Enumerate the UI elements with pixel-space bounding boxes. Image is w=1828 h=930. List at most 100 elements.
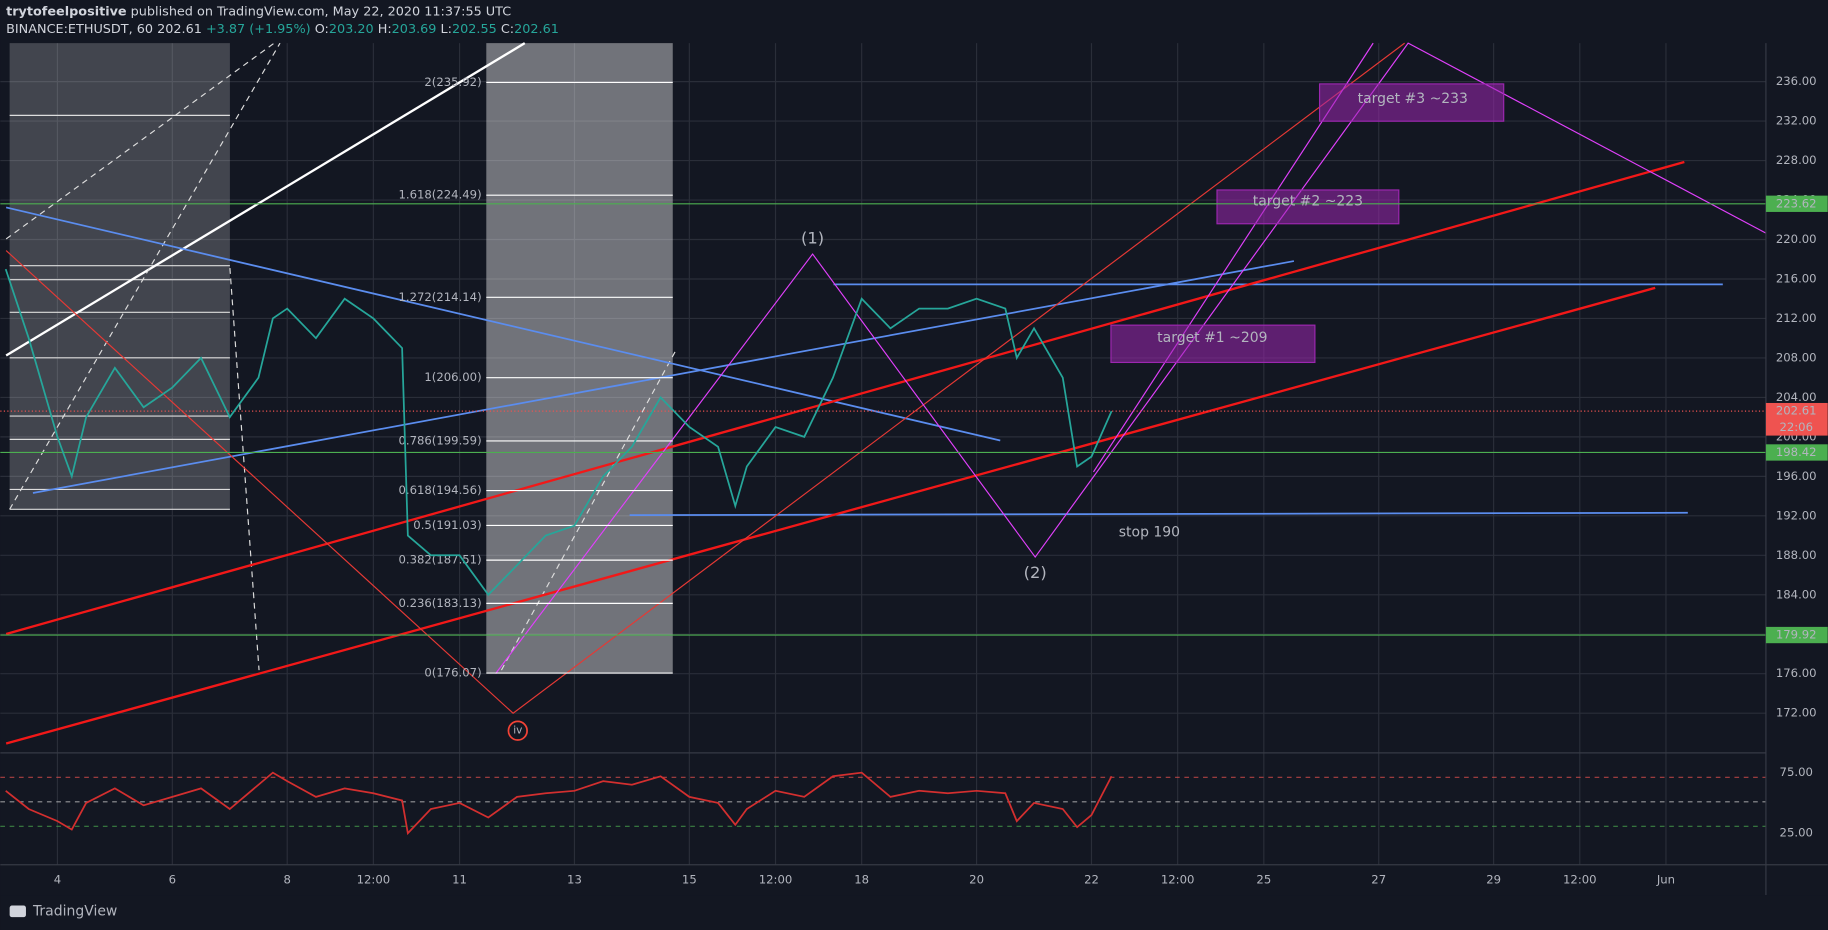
x-tick-label: 6 [169, 872, 176, 886]
x-tick-label: 12:00 [1161, 872, 1195, 886]
level-tag [1765, 626, 1828, 644]
x-tick-label: 27 [1371, 872, 1386, 886]
x-tick-label: 25 [1256, 872, 1271, 886]
countdown: 22:06 [1779, 420, 1813, 434]
annotation: target #2 ~223 [1253, 194, 1363, 210]
l-label: L: [441, 22, 452, 37]
symbol-line: BINANCE:ETHUSDT, 60 202.61 +3.87 (+1.95%… [6, 22, 559, 37]
y-tick-label: 232.00 [1776, 114, 1817, 128]
wave-line [495, 42, 1767, 674]
x-tick-label: 22 [1084, 872, 1099, 886]
header-line: trytofeelpositive published on TradingVi… [6, 4, 511, 19]
x-tick-label: 8 [284, 872, 291, 886]
annotation: target #1 ~209 [1157, 330, 1267, 346]
h-label: H: [378, 22, 392, 37]
trend-line [229, 268, 260, 671]
y-tick-label: 216.00 [1776, 271, 1817, 285]
level-label: 223.62 [1776, 196, 1817, 210]
fib-label: 2(235.92) [424, 75, 481, 89]
x-tick-label: 15 [682, 872, 697, 886]
y-tick-label: 236.00 [1776, 74, 1817, 88]
price-line [4, 268, 1113, 597]
x-tick-label: 4 [54, 872, 61, 886]
o: 203.20 [329, 22, 374, 37]
y-tick-label: 208.00 [1776, 350, 1817, 364]
channel-line [5, 160, 1685, 636]
target-box [1318, 83, 1505, 122]
x-tick-label: 20 [969, 872, 984, 886]
y-tick-label: 220.00 [1776, 232, 1817, 246]
level-label: 179.92 [1776, 628, 1817, 642]
fib-label: 1.618(224.49) [398, 188, 481, 202]
trend-line [5, 42, 275, 240]
fib-label: 1.272(214.14) [398, 290, 481, 304]
footer-brand: TradingView [32, 903, 117, 919]
change: +3.87 (+1.95%) [206, 22, 311, 37]
x-tick-label: 18 [854, 872, 869, 886]
iv-marker [507, 720, 528, 741]
x-tick-label: 29 [1486, 872, 1501, 886]
level-tag [1765, 195, 1828, 212]
y-tick-label: 228.00 [1776, 153, 1817, 167]
c: 202.61 [514, 22, 559, 37]
x-tick-label: 12:00 [1563, 872, 1597, 886]
last: 202.61 [157, 22, 202, 37]
last-price-label: 202.61 [1776, 404, 1817, 418]
x-tick-label: Jun [1656, 872, 1675, 886]
v-line [5, 42, 1405, 714]
o-label: O: [315, 22, 329, 37]
y-tick-label: 25.00 [1780, 826, 1813, 840]
series [4, 268, 1113, 836]
y-tick-label: 184.00 [1776, 587, 1817, 601]
range-lines [9, 114, 230, 510]
y-tick-label: 204.00 [1776, 390, 1817, 404]
trend-line [32, 260, 1295, 494]
annotation: target #3 ~233 [1358, 91, 1468, 107]
annotation: (1) [801, 228, 824, 247]
level-tag [1765, 444, 1828, 461]
l: 202.55 [452, 22, 497, 37]
fib-label: 0(176.07) [424, 666, 481, 680]
y-tick-label: 172.00 [1776, 706, 1817, 720]
drawings: 2(235.92) 1.618(224.49) 1.272(214.14) 1(206… [0, 42, 1767, 745]
y-tick-label: 196.00 [1776, 469, 1817, 483]
author: trytofeelpositive [6, 4, 127, 19]
trend-line [500, 349, 677, 671]
x-tick-label: 12:00 [357, 872, 391, 886]
fib-label: 0.618(194.56) [398, 483, 481, 497]
grid [0, 43, 1766, 865]
target-box [1110, 324, 1316, 364]
logo [9, 905, 26, 918]
h: 203.69 [392, 22, 437, 37]
fib-label: 1(206.00) [424, 370, 481, 384]
fib-label: 0.5(191.03) [413, 518, 481, 532]
fib-label: 0.786(199.59) [398, 433, 481, 447]
x-tick-label: 13 [567, 872, 582, 886]
target-box [1216, 189, 1400, 225]
symbol: BINANCE:ETHUSDT, 60 [6, 22, 153, 37]
y-tick-label: 176.00 [1776, 666, 1817, 680]
footer [0, 895, 1828, 930]
last-price-tag [1765, 402, 1828, 436]
level-label: 198.42 [1776, 445, 1817, 459]
range-box [9, 43, 230, 510]
x-tick-label: 12:00 [759, 872, 793, 886]
c-label: C: [501, 22, 514, 37]
channel-line [5, 286, 1656, 745]
published: published on TradingView.com, May 22, 20… [127, 4, 512, 19]
annotation: stop 190 [1119, 525, 1180, 541]
annotation: (2) [1024, 563, 1047, 582]
fib-label: 0.236(183.13) [398, 596, 481, 610]
trend-line [629, 511, 1688, 516]
y-tick-label: 75.00 [1780, 765, 1813, 779]
x-tick-label: 11 [452, 872, 467, 886]
y-tick-label: 188.00 [1776, 548, 1817, 562]
annotation: iv [513, 725, 522, 737]
y-tick-label: 192.00 [1776, 508, 1817, 522]
trend-line [5, 42, 526, 357]
price-line [5, 771, 1113, 836]
y-tick-label: 212.00 [1776, 311, 1817, 325]
